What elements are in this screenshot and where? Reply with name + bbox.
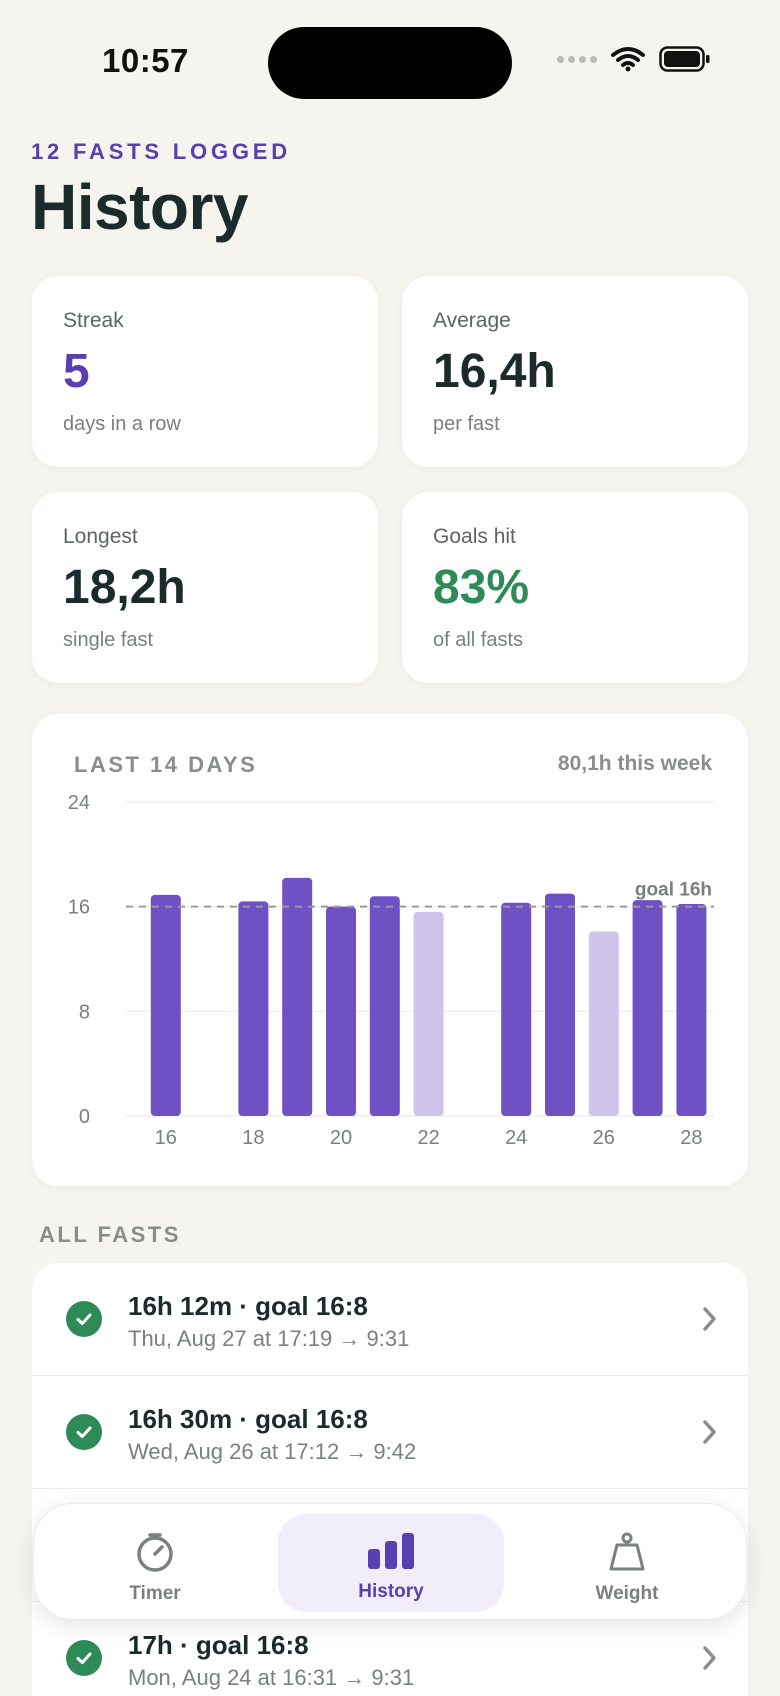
stat-value: 5: [63, 345, 90, 398]
bar-chart-icon: [368, 1533, 414, 1569]
bar-chart: 24 16 8 0 goal 16h 16 18 20 22 24 26 28: [68, 792, 714, 1149]
stat-sub: of all fasts: [433, 629, 524, 651]
chart-bar: [501, 902, 532, 1116]
chart-bar: [632, 900, 663, 1116]
chevron-right-icon: [703, 1307, 716, 1331]
tab-history[interactable]: History: [278, 1514, 504, 1612]
list-item[interactable]: 16h 30m · goal 16:8 Wed, Aug 26 at 17:12…: [32, 1376, 748, 1489]
chart-bar: [588, 931, 619, 1116]
stat-label: Streak: [63, 309, 124, 332]
streak-card[interactable]: Streak 5 days in a row: [32, 276, 378, 467]
x-tick-label: 26: [593, 1127, 615, 1149]
weekly-total: 80,1h this week: [557, 752, 712, 775]
chart-bar: [282, 877, 313, 1116]
list-item[interactable]: 16h 12m · goal 16:8 Thu, Aug 27 at 17:19…: [32, 1263, 748, 1376]
stat-sub: days in a row: [63, 413, 181, 435]
stat-value: 18,2h: [63, 561, 186, 614]
longest-card[interactable]: Longest 18,2h single fast: [32, 492, 378, 683]
y-tick-label: 8: [79, 1001, 90, 1023]
last-14-days-chart-card: LAST 14 DAYS 80,1h this week 24 16 8 0 goal …: [32, 714, 748, 1186]
status-time: 10:57: [102, 42, 189, 79]
section-label-all-fasts: ALL FASTS: [39, 1222, 181, 1247]
stat-value: 83%: [433, 561, 530, 614]
fast-duration: 17h · goal 16:8: [128, 1630, 309, 1660]
x-tick-label: 28: [680, 1127, 702, 1149]
check-circle-icon: [66, 1301, 102, 1337]
chart-bar: [326, 906, 356, 1116]
stat-label: Goals hit: [433, 525, 516, 548]
fast-duration: 16h 12m · goal 16:8: [128, 1291, 368, 1321]
chevron-right-icon: [703, 1646, 716, 1670]
check-circle-icon: [66, 1414, 102, 1450]
fast-dates: Thu, Aug 27 at 17:19 → 9:31: [128, 1326, 410, 1351]
page-title: History: [31, 171, 249, 243]
stat-label: Average: [433, 309, 511, 332]
tab-label: History: [358, 1581, 424, 1602]
cellular-signal-icon: [557, 55, 597, 63]
fast-duration: 16h 30m · goal 16:8: [128, 1404, 368, 1434]
wifi-icon: [611, 47, 645, 72]
tab-label: Timer: [129, 1583, 181, 1604]
x-tick-label: 24: [505, 1127, 527, 1149]
y-tick-label: 0: [79, 1106, 90, 1128]
chart-bar: [413, 911, 444, 1116]
scale-icon: [609, 1532, 645, 1571]
status-icons: [557, 46, 711, 72]
stat-sub: per fast: [433, 413, 500, 435]
y-tick-label: 24: [68, 792, 90, 814]
stat-value: 16,4h: [433, 345, 556, 398]
fasts-logged-count: 12 FASTS LOGGED: [31, 139, 291, 164]
tab-weight[interactable]: Weight: [514, 1514, 740, 1612]
list-item[interactable]: 17h · goal 16:8 Mon, Aug 24 at 16:31 → 9…: [32, 1602, 748, 1696]
fasts-list: 16h 12m · goal 16:8 Thu, Aug 27 at 17:19…: [32, 1263, 748, 1696]
x-tick-label: 18: [242, 1127, 264, 1149]
chart-bar: [369, 896, 400, 1116]
average-card[interactable]: Average 16,4h per fast: [402, 276, 748, 467]
battery-icon: [659, 46, 710, 72]
x-tick-label: 20: [330, 1127, 352, 1149]
tab-timer[interactable]: Timer: [42, 1514, 268, 1612]
fast-dates: Mon, Aug 24 at 16:31 → 9:31: [128, 1665, 415, 1690]
goal-label: goal 16h: [635, 880, 712, 901]
chart-bar: [150, 894, 181, 1116]
check-circle-icon: [66, 1640, 102, 1676]
y-tick-label: 16: [68, 897, 90, 919]
chart-bar: [676, 904, 707, 1116]
fast-dates: Wed, Aug 26 at 17:12 → 9:42: [128, 1439, 417, 1464]
chevron-right-icon: [703, 1420, 716, 1444]
timer-icon: [137, 1533, 173, 1572]
stat-label: Longest: [63, 525, 138, 548]
chart-bar: [238, 901, 269, 1116]
tab-bar: Timer History Weight: [33, 1503, 747, 1620]
goals-hit-card[interactable]: Goals hit 83% of all fasts: [402, 492, 748, 683]
chart-bar: [545, 893, 575, 1116]
chart-title: LAST 14 DAYS: [74, 752, 258, 777]
tab-label: Weight: [595, 1583, 659, 1604]
x-tick-label: 22: [417, 1127, 439, 1149]
stat-sub: single fast: [63, 629, 154, 651]
dynamic-island: [268, 27, 512, 99]
x-tick-label: 16: [155, 1127, 177, 1149]
